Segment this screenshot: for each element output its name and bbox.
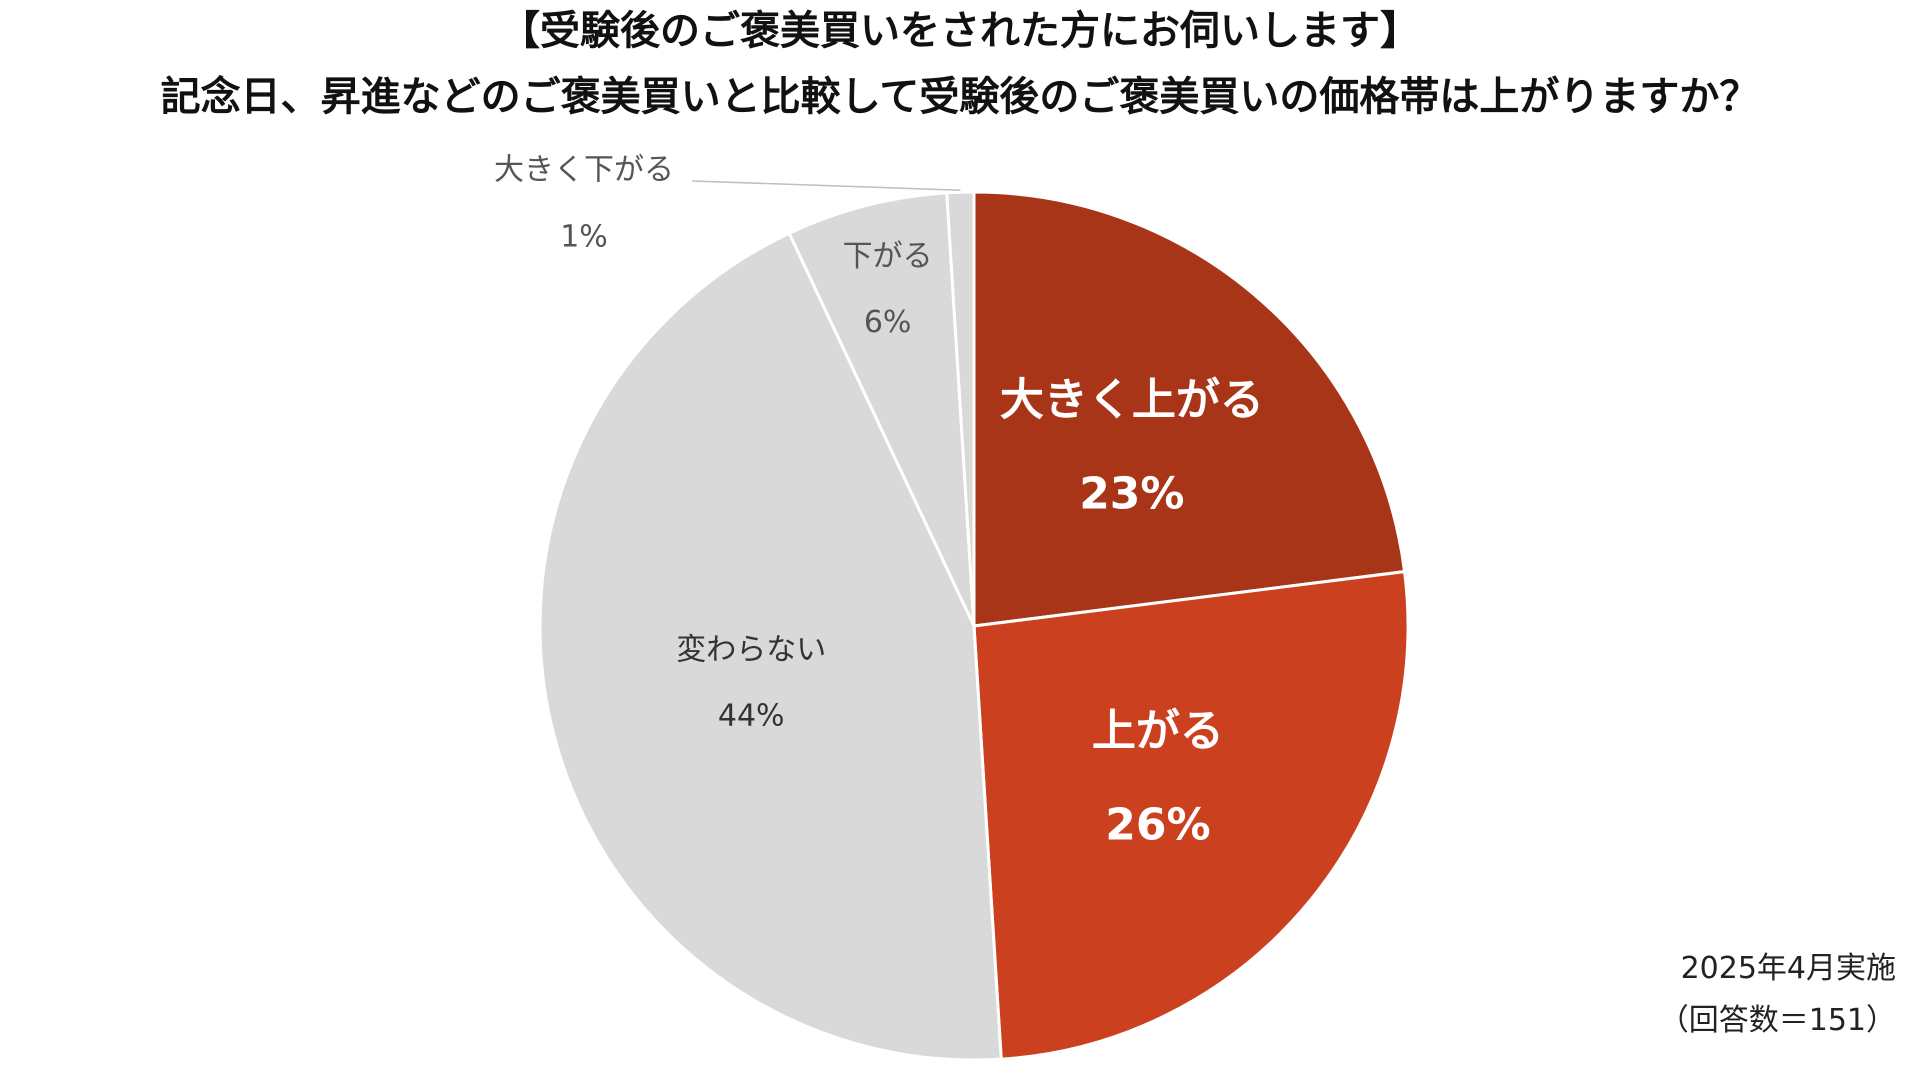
chart-title: 【受験後のご褒美買いをされた方にお伺いします】 <box>500 8 1420 54</box>
slice-label-2: 上がる <box>1092 706 1224 757</box>
slice-label-3: 変わらない <box>676 633 826 668</box>
respondents-note: （回答数＝151） <box>1658 1003 1896 1038</box>
survey-date-note: 2025年4月実施 <box>1680 951 1896 986</box>
slice-value-5: 1% <box>560 220 608 255</box>
pie-slice-4 <box>787 191 976 628</box>
slice-value-4: 6% <box>864 305 912 340</box>
slice-value-2: 26% <box>1105 800 1210 851</box>
leader-line <box>691 180 961 191</box>
pie-slice-5 <box>945 190 976 628</box>
pie-slice-1 <box>972 190 1407 628</box>
pie-slices <box>538 190 1410 1062</box>
pie-labels: 大きく上がる 23% 上がる 26% 変わらない 44% 下がる 6% 大きく下がる 1% <box>494 153 1264 851</box>
slice-label-1: 大きく上がる <box>1000 374 1264 425</box>
pie-slice-2 <box>972 570 1410 1061</box>
slice-value-1: 23% <box>1079 468 1184 519</box>
slice-label-4: 下がる <box>843 239 933 274</box>
slice-label-5: 大きく下がる <box>494 153 674 188</box>
slice-value-3: 44% <box>718 699 785 734</box>
chart-subtitle: 記念日、昇進などのご褒美買いと比較して受験後のご褒美買いの価格帯は上がりますか？ <box>160 74 1760 120</box>
